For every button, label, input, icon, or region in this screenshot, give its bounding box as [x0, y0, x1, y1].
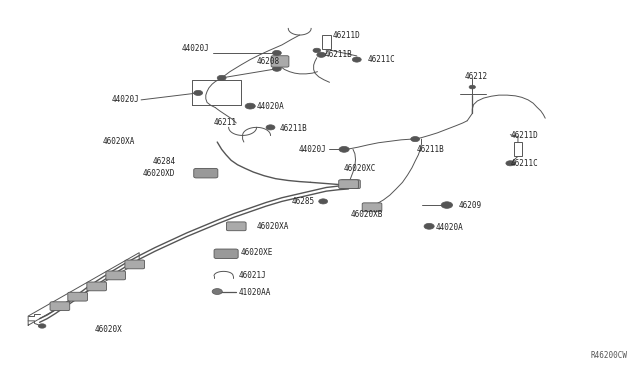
- Circle shape: [313, 48, 321, 52]
- FancyBboxPatch shape: [214, 249, 238, 259]
- FancyBboxPatch shape: [125, 260, 145, 269]
- Text: 44020J: 44020J: [111, 95, 139, 105]
- Text: 46020XB: 46020XB: [351, 210, 383, 219]
- Text: 46208: 46208: [257, 57, 280, 66]
- FancyBboxPatch shape: [322, 35, 331, 49]
- Circle shape: [441, 202, 452, 208]
- Text: 46020X: 46020X: [95, 325, 122, 334]
- Circle shape: [353, 57, 361, 62]
- Circle shape: [273, 51, 282, 55]
- Text: 46211D: 46211D: [333, 31, 360, 40]
- FancyBboxPatch shape: [340, 180, 360, 189]
- Circle shape: [411, 137, 420, 142]
- FancyBboxPatch shape: [50, 302, 70, 311]
- Text: 46212: 46212: [465, 72, 488, 81]
- Circle shape: [212, 289, 222, 295]
- Text: 44020J: 44020J: [299, 145, 326, 154]
- Text: 46211C: 46211C: [510, 159, 538, 168]
- Circle shape: [266, 125, 275, 130]
- FancyBboxPatch shape: [106, 271, 125, 280]
- Text: R46200CW: R46200CW: [591, 351, 628, 360]
- Text: 46211B: 46211B: [325, 50, 353, 59]
- Circle shape: [194, 90, 203, 96]
- Text: 46211: 46211: [213, 118, 236, 128]
- Text: 46020XE: 46020XE: [241, 248, 273, 257]
- Text: 41020AA: 41020AA: [239, 288, 271, 297]
- Text: 46284: 46284: [152, 157, 175, 166]
- Text: 46211B: 46211B: [417, 145, 444, 154]
- Circle shape: [469, 85, 476, 89]
- Text: 46020XC: 46020XC: [344, 164, 376, 173]
- FancyBboxPatch shape: [339, 180, 358, 189]
- Text: 46209: 46209: [458, 201, 481, 209]
- Text: 46021J: 46021J: [239, 271, 266, 280]
- Text: 46211B: 46211B: [280, 124, 307, 132]
- Text: 46020XD: 46020XD: [143, 169, 175, 178]
- Circle shape: [245, 103, 255, 109]
- Circle shape: [38, 324, 46, 328]
- Circle shape: [273, 66, 282, 71]
- Text: 46020XA: 46020XA: [103, 137, 136, 146]
- FancyBboxPatch shape: [514, 142, 522, 156]
- Text: 44020J: 44020J: [181, 44, 209, 53]
- Text: 46285: 46285: [291, 197, 315, 206]
- FancyBboxPatch shape: [362, 203, 382, 212]
- Text: 46020XA: 46020XA: [257, 222, 289, 231]
- Text: 46211D: 46211D: [510, 131, 538, 140]
- Circle shape: [339, 147, 349, 152]
- FancyBboxPatch shape: [227, 222, 246, 231]
- Text: 44020A: 44020A: [257, 102, 284, 110]
- Circle shape: [317, 52, 326, 57]
- Text: 44020A: 44020A: [435, 222, 463, 231]
- FancyBboxPatch shape: [271, 56, 289, 67]
- Circle shape: [319, 199, 328, 204]
- Circle shape: [217, 76, 226, 80]
- Circle shape: [424, 223, 434, 229]
- FancyBboxPatch shape: [68, 292, 88, 301]
- Circle shape: [506, 161, 515, 166]
- Text: 46211C: 46211C: [367, 55, 396, 64]
- FancyBboxPatch shape: [194, 169, 218, 178]
- FancyBboxPatch shape: [87, 282, 106, 291]
